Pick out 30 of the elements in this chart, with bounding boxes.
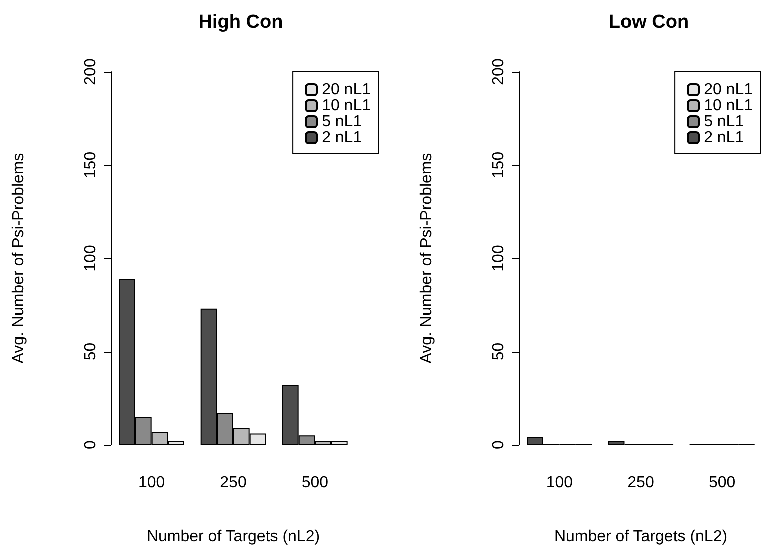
y-tick-label: 100 [490,245,508,272]
y-tick-label: 0 [490,440,508,450]
y-tick-label: 0 [82,440,100,450]
x-tick-label: 250 [220,474,247,492]
x-tick-label: 250 [628,474,654,492]
legend-label: 2 nL1 [704,130,744,146]
x-tick-label: 100 [138,474,166,492]
x-tick-label: 500 [302,474,329,492]
legend-label: 5 nL1 [322,114,362,130]
y-tick-label: 150 [82,152,100,179]
y-tick-label: 50 [82,342,100,361]
legend-label: 10 nL1 [704,98,754,114]
y-axis-title: Avg. Number of Psi-Problems [418,153,436,364]
x-tick-label: 500 [708,474,736,492]
y-tick-label: 100 [82,245,100,272]
x-axis-title: Number of Targets (nL2) [146,528,320,546]
y-tick-label: 200 [82,58,100,86]
y-tick-label: 200 [490,58,508,86]
legend-label: 2 nL1 [322,130,362,146]
x-tick-label: 100 [546,474,574,492]
legend-label: 20 nL1 [704,82,754,98]
x-axis-title: Number of Targets (nL2) [554,528,728,546]
y-tick-label: 150 [490,152,508,179]
chart-title: High Con [198,12,284,33]
y-tick-label: 50 [490,342,508,361]
chart-title: Low Con [608,12,690,33]
legend-label: 20 nL1 [322,82,372,98]
y-axis-title: Avg. Number of Psi-Problems [10,153,28,364]
legend-label: 5 nL1 [704,114,744,130]
legend-label: 10 nL1 [322,98,372,114]
